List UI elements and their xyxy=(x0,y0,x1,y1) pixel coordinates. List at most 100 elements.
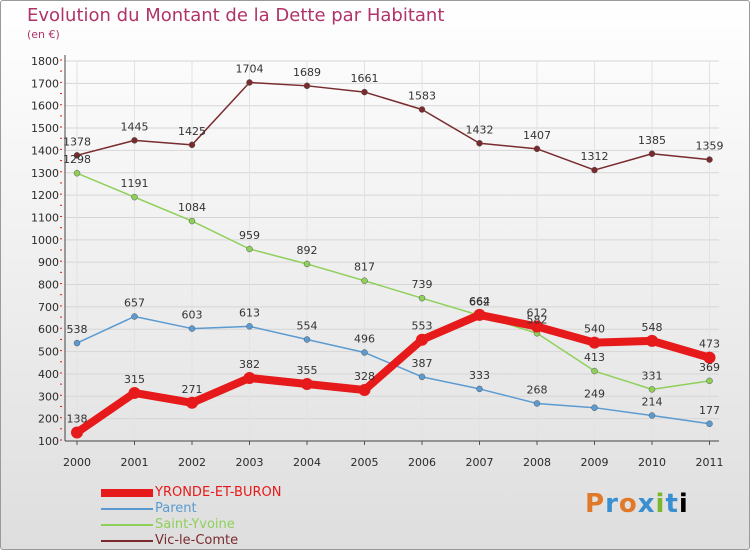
data-point-yronde-et-buron xyxy=(473,308,486,321)
legend-swatch xyxy=(101,489,153,497)
y-tick-label: 800 xyxy=(38,279,59,292)
series-line-yronde-et-buron xyxy=(73,310,714,437)
data-point-yronde-et-buron xyxy=(703,351,716,364)
data-label-yronde-et-buron: 138 xyxy=(67,413,88,426)
plot-area xyxy=(65,61,719,441)
data-label-parent: 387 xyxy=(412,357,433,370)
data-point-vic-le-comte xyxy=(246,79,253,86)
data-label-parent: 496 xyxy=(354,332,375,345)
data-label-yronde-et-buron: 540 xyxy=(584,323,605,336)
data-label-vic-le-comte: 1407 xyxy=(523,129,551,142)
data-point-vic-le-comte xyxy=(188,141,196,149)
data-label-saint-yvoine: 413 xyxy=(584,351,605,364)
y-tick-label: 900 xyxy=(38,256,59,269)
data-label-parent: 214 xyxy=(642,396,663,409)
data-label-saint-yvoine: 331 xyxy=(642,369,663,382)
legend-label: Saint-Yvoine xyxy=(155,517,235,532)
data-point-yronde-et-buron xyxy=(243,371,256,384)
data-label-parent: 657 xyxy=(124,296,145,309)
y-tick-label: 1000 xyxy=(31,234,59,247)
y-tick-label: 1100 xyxy=(31,211,59,224)
data-label-vic-le-comte: 1385 xyxy=(638,134,666,147)
x-tick-label: 2008 xyxy=(523,456,551,469)
legend-label: Vic-le-Comte xyxy=(155,533,239,548)
data-label-vic-le-comte: 1359 xyxy=(696,140,724,153)
legend-label: YRONDE-ET-BURON xyxy=(155,485,282,500)
data-label-parent: 603 xyxy=(182,309,203,322)
data-point-yronde-et-buron xyxy=(531,320,543,333)
proxiti-logo: Proxiti xyxy=(585,489,689,519)
data-point-parent xyxy=(188,325,196,332)
data-label-parent: 268 xyxy=(527,383,548,396)
data-label-parent: 538 xyxy=(67,323,88,336)
data-point-parent xyxy=(648,412,656,419)
x-tick-label: 2002 xyxy=(178,456,206,469)
data-point-vic-le-comte xyxy=(73,152,81,159)
series-line-vic-le-comte xyxy=(76,81,711,171)
data-point-yronde-et-buron xyxy=(71,426,83,439)
data-point-yronde-et-buron xyxy=(588,336,601,349)
data-point-vic-le-comte xyxy=(648,150,656,158)
data-label-saint-yvoine: 662 xyxy=(469,295,490,308)
y-tick-label: 600 xyxy=(38,323,59,336)
data-point-parent xyxy=(131,313,138,320)
legend-swatch xyxy=(101,508,153,510)
data-point-parent xyxy=(361,349,368,356)
y-tick-label: 1600 xyxy=(31,100,59,113)
legend-item-yronde-et-buron: YRONDE-ET-BURON xyxy=(101,485,281,501)
data-label-parent: 613 xyxy=(239,306,260,319)
x-tick-label: 2001 xyxy=(121,456,149,469)
data-point-vic-le-comte xyxy=(418,106,426,113)
data-point-yronde-et-buron xyxy=(416,333,428,346)
data-point-vic-le-comte xyxy=(591,166,598,174)
data-label-saint-yvoine: 369 xyxy=(699,361,720,374)
data-point-saint-yvoine xyxy=(131,193,138,201)
y-tick-label: 700 xyxy=(38,301,59,314)
legend-item-parent: Parent xyxy=(101,501,281,517)
y-tick-label: 1700 xyxy=(31,77,59,90)
data-label-vic-le-comte: 1378 xyxy=(63,135,91,148)
data-point-saint-yvoine xyxy=(303,260,311,268)
x-tick-label: 2010 xyxy=(638,456,666,469)
data-label-yronde-et-buron: 664 xyxy=(469,295,490,308)
data-point-saint-yvoine xyxy=(648,386,656,393)
data-label-vic-le-comte: 1312 xyxy=(581,150,609,163)
data-point-saint-yvoine xyxy=(246,245,253,253)
data-point-yronde-et-buron xyxy=(646,334,658,347)
data-label-saint-yvoine: 1191 xyxy=(121,177,149,190)
chart-subtitle: (en €) xyxy=(27,28,60,41)
data-label-vic-le-comte: 1704 xyxy=(236,62,264,75)
data-point-saint-yvoine xyxy=(361,277,368,284)
data-point-saint-yvoine xyxy=(706,377,713,385)
data-label-parent: 249 xyxy=(584,388,605,401)
data-label-yronde-et-buron: 473 xyxy=(699,338,720,351)
data-label-saint-yvoine: 582 xyxy=(527,313,548,326)
data-label-yronde-et-buron: 382 xyxy=(239,358,260,371)
x-tick-label: 2003 xyxy=(236,456,264,469)
data-label-saint-yvoine: 817 xyxy=(354,261,375,274)
x-tick-label: 2006 xyxy=(408,456,436,469)
data-point-saint-yvoine xyxy=(188,217,196,225)
data-label-vic-le-comte: 1445 xyxy=(121,120,149,133)
y-tick-label: 1200 xyxy=(31,189,59,202)
y-tick-label: 200 xyxy=(38,413,59,426)
data-label-vic-le-comte: 1661 xyxy=(351,72,379,85)
legend-label: Parent xyxy=(155,501,197,516)
data-label-vic-le-comte: 1583 xyxy=(408,90,436,103)
data-label-yronde-et-buron: 271 xyxy=(182,383,203,396)
y-tick-label: 1500 xyxy=(31,122,59,135)
y-tick-label: 1400 xyxy=(31,144,59,157)
data-label-vic-le-comte: 1689 xyxy=(293,66,321,79)
data-point-yronde-et-buron xyxy=(128,386,141,399)
data-point-vic-le-comte xyxy=(533,145,541,153)
x-tick-label: 2000 xyxy=(63,456,91,469)
data-point-saint-yvoine xyxy=(73,169,81,177)
legend: YRONDE-ET-BURON Parent Saint-Yvoine Vic-le-… xyxy=(101,485,281,549)
y-tick-label: 300 xyxy=(38,390,59,403)
legend-swatch xyxy=(101,524,153,526)
data-point-parent xyxy=(246,323,253,330)
y-tick-label: 500 xyxy=(38,346,59,359)
x-tick-label: 2009 xyxy=(581,456,609,469)
data-point-vic-le-comte xyxy=(706,156,713,163)
